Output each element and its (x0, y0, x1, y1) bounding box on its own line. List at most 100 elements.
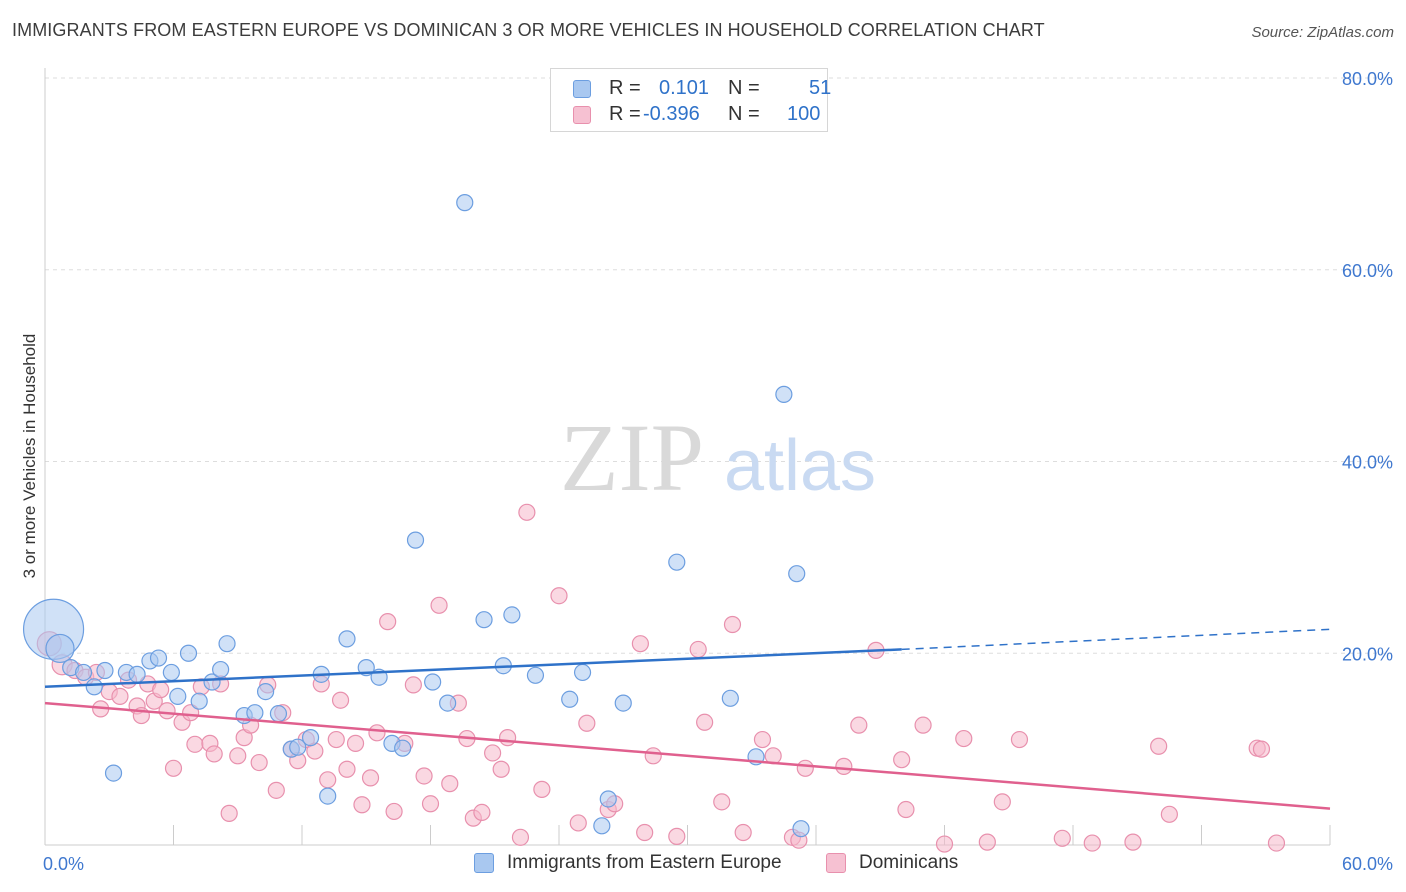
point-dominican (1053, 829, 1071, 847)
point-dominican (631, 635, 649, 653)
point-eastern-europe (256, 682, 275, 701)
pink-swatch (573, 106, 591, 124)
point-eastern-europe (45, 633, 75, 664)
point-dominican (713, 793, 731, 811)
point-dominican (1010, 730, 1029, 749)
point-dominican (569, 814, 587, 832)
point-eastern-europe (246, 704, 264, 722)
trend-line-eastern-europe-projection (901, 628, 1331, 651)
point-eastern-europe (218, 635, 236, 653)
point-dominican (430, 596, 448, 614)
trend-line-eastern-europe (44, 648, 902, 689)
point-eastern-europe (614, 694, 632, 712)
point-dominican (1124, 833, 1142, 851)
grid-layer (45, 77, 1392, 654)
point-dominican (492, 760, 510, 778)
point-eastern-europe (301, 729, 320, 747)
point-eastern-europe (792, 820, 810, 838)
n-value: 100 (787, 103, 821, 125)
y-tick-label: 40.0% (1342, 453, 1393, 473)
point-dominican (796, 759, 814, 777)
point-dominican (338, 760, 356, 778)
point-dominican (152, 681, 170, 699)
point-dominican (182, 704, 200, 722)
stats-legend: R = 0.101 N = 51 R = -0.396 N = 100 (550, 68, 831, 132)
axes-layer (44, 68, 1331, 846)
point-eastern-europe (456, 194, 474, 212)
point-dominican (893, 751, 911, 769)
point-dominican (164, 759, 183, 777)
point-dominican (835, 757, 853, 775)
point-eastern-europe (74, 663, 93, 682)
point-dominican (361, 769, 380, 787)
point-dominican (1160, 805, 1178, 823)
point-eastern-europe (338, 630, 356, 648)
point-dominican (644, 747, 662, 765)
point-eastern-europe (319, 787, 337, 805)
point-dominican (753, 730, 772, 749)
point-dominican (379, 613, 397, 631)
point-eastern-europe (406, 531, 425, 549)
y-tick-label: 80.0% (1342, 69, 1393, 89)
point-dominican (331, 691, 350, 709)
x-tick-label: 0.0% (43, 854, 84, 874)
point-eastern-europe (169, 687, 187, 705)
point-dominican (1267, 834, 1286, 852)
point-dominican (385, 802, 403, 821)
point-dominican (935, 835, 954, 853)
points-layer (22, 194, 1286, 853)
point-eastern-europe (212, 660, 230, 679)
point-eastern-europe (599, 790, 617, 808)
point-dominican (499, 729, 517, 747)
point-dominican (473, 803, 491, 822)
point-eastern-europe (593, 817, 611, 835)
point-eastern-europe (179, 644, 198, 662)
point-dominican (415, 767, 433, 785)
point-eastern-europe (439, 694, 457, 712)
point-dominican (353, 796, 371, 814)
point-dominican (668, 827, 686, 845)
point-eastern-europe (573, 663, 592, 682)
point-dominican (441, 775, 459, 793)
point-eastern-europe (503, 606, 521, 624)
y-axis-label: 3 or more Vehicles in Household (20, 334, 39, 579)
r-value: -0.396 (643, 103, 700, 125)
point-dominican (897, 800, 915, 819)
point-dominican (696, 713, 714, 731)
point-dominican (319, 771, 337, 789)
point-dominican (205, 745, 223, 763)
point-eastern-europe (85, 678, 103, 696)
point-dominican (111, 687, 129, 705)
point-dominican (955, 729, 973, 748)
r-value: 0.101 (659, 77, 710, 99)
labels-layer: 20.0% 40.0% 60.0% 80.0% 0.0% 60.0% (43, 69, 1393, 874)
point-eastern-europe (128, 665, 146, 683)
n-label: N = (728, 103, 760, 125)
legend-swatch-pink (826, 853, 846, 873)
point-dominican (636, 823, 654, 842)
trend-layer (44, 628, 1331, 810)
point-dominican (914, 716, 932, 734)
point-eastern-europe (668, 553, 686, 571)
source-credit: Source: ZipAtlas.com (1251, 24, 1394, 41)
point-dominican (993, 793, 1011, 811)
point-dominican (404, 676, 422, 694)
point-dominican (158, 702, 176, 720)
n-label: N = (728, 77, 760, 99)
point-dominican (327, 730, 345, 749)
point-eastern-europe (721, 689, 739, 707)
point-dominican (850, 716, 868, 734)
point-eastern-europe (775, 385, 793, 403)
point-dominican (1150, 737, 1168, 755)
point-eastern-europe (203, 673, 221, 691)
point-dominican (689, 640, 707, 659)
y-tick-label: 20.0% (1342, 644, 1393, 664)
point-eastern-europe (788, 565, 806, 583)
blue-swatch (573, 80, 591, 98)
point-dominican (734, 823, 752, 842)
point-eastern-europe (96, 661, 114, 680)
point-dominican (186, 735, 204, 753)
point-eastern-europe (162, 663, 180, 682)
point-eastern-europe (526, 666, 545, 684)
